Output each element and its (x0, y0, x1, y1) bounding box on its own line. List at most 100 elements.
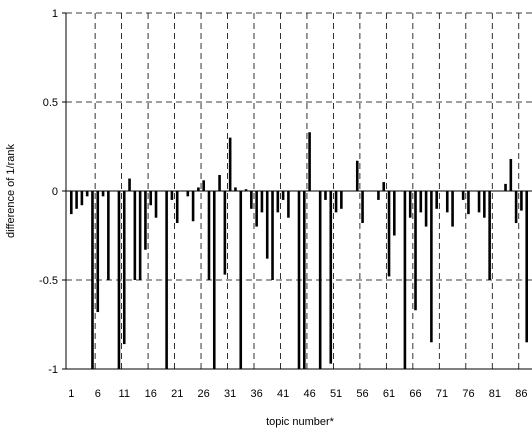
x-tick-label: 51 (330, 388, 342, 400)
bar (387, 191, 391, 277)
bar (175, 191, 179, 224)
bar (393, 191, 396, 236)
bar (403, 191, 407, 369)
bar (191, 191, 195, 222)
bar (154, 191, 158, 218)
bar (514, 191, 518, 224)
y-tick-label: -1 (48, 364, 58, 376)
bar (382, 182, 386, 191)
x-tick-label: 76 (462, 388, 474, 400)
bar (91, 191, 94, 369)
bar (408, 191, 412, 218)
x-tick-label: 86 (515, 388, 527, 400)
bar (133, 191, 137, 280)
bar (234, 187, 237, 191)
bar (250, 191, 253, 209)
bar (488, 191, 491, 280)
bar (265, 191, 269, 259)
x-tick-label: 1 (68, 388, 74, 400)
x-tick-label: 81 (489, 388, 501, 400)
bar (207, 191, 211, 280)
bar (297, 191, 301, 369)
bar (419, 191, 423, 213)
x-axis-label: topic number* (266, 416, 335, 428)
bar (483, 191, 486, 218)
bar (445, 191, 449, 213)
bar (477, 191, 481, 213)
bar (75, 191, 78, 209)
bar (122, 191, 126, 345)
bar (69, 191, 73, 215)
y-tick-labels: 1 0.5 0 -0.5 -1 (39, 8, 58, 376)
bar (186, 191, 190, 197)
bar (525, 191, 529, 343)
bar (223, 191, 227, 275)
bar (287, 191, 290, 218)
bar (509, 158, 513, 191)
bar (80, 191, 84, 206)
bar (430, 191, 433, 343)
bar (260, 191, 264, 213)
bar (244, 189, 248, 191)
x-tick-label: 56 (356, 388, 368, 400)
bar (271, 191, 274, 280)
bar (117, 191, 121, 369)
y-tick-label: 0 (52, 186, 58, 198)
bar (435, 191, 438, 209)
bar (318, 191, 322, 369)
bar (239, 191, 243, 369)
y-tick-label: 0.5 (43, 97, 58, 109)
bar (467, 191, 470, 215)
bar (255, 191, 258, 227)
bar (85, 191, 89, 197)
x-tick-label: 41 (277, 388, 289, 400)
bar (202, 180, 205, 191)
bar (138, 191, 142, 280)
x-tick-label: 11 (119, 388, 130, 400)
bar (308, 132, 311, 191)
y-tick-label: 1 (52, 8, 58, 20)
bar (451, 191, 454, 227)
bar (144, 191, 147, 250)
bar (361, 191, 364, 224)
bar (520, 191, 523, 211)
x-tick-label: 61 (383, 388, 395, 400)
bar (281, 191, 285, 200)
bar (324, 191, 327, 200)
x-tick-label: 21 (171, 388, 183, 400)
x-tick-label: 36 (251, 388, 263, 400)
y-axis-label: difference of 1/rank (5, 144, 17, 238)
x-tick-label: 31 (224, 388, 236, 400)
bar (334, 191, 338, 213)
bars (69, 132, 529, 369)
bar (149, 191, 153, 206)
x-tick-label: 26 (198, 388, 210, 400)
x-tick-label: 6 (95, 388, 101, 400)
bar (228, 137, 232, 191)
bar (212, 191, 216, 369)
x-tick-label: 16 (145, 388, 157, 400)
bar (128, 178, 131, 191)
bar (461, 191, 465, 200)
bar (355, 160, 359, 191)
bar (377, 191, 380, 200)
bar (107, 191, 110, 280)
bar (218, 174, 221, 191)
x-tick-label: 66 (409, 388, 421, 400)
y-tick-label: -0.5 (39, 275, 58, 287)
x-tick-label: 71 (436, 388, 448, 400)
bar (170, 191, 174, 200)
bar (414, 191, 417, 311)
bar (197, 187, 200, 191)
bar (504, 183, 507, 191)
x-tick-label: 46 (303, 388, 315, 400)
bar (329, 191, 333, 364)
bar (340, 191, 343, 209)
bar (302, 191, 306, 369)
bar (101, 191, 105, 197)
bar (96, 191, 100, 313)
bar (276, 191, 280, 213)
x-tick-labels: 1 6 11 16 21 26 31 36 41 46 51 56 61 66 71 76 81 86 (68, 388, 527, 400)
bar (424, 191, 428, 227)
